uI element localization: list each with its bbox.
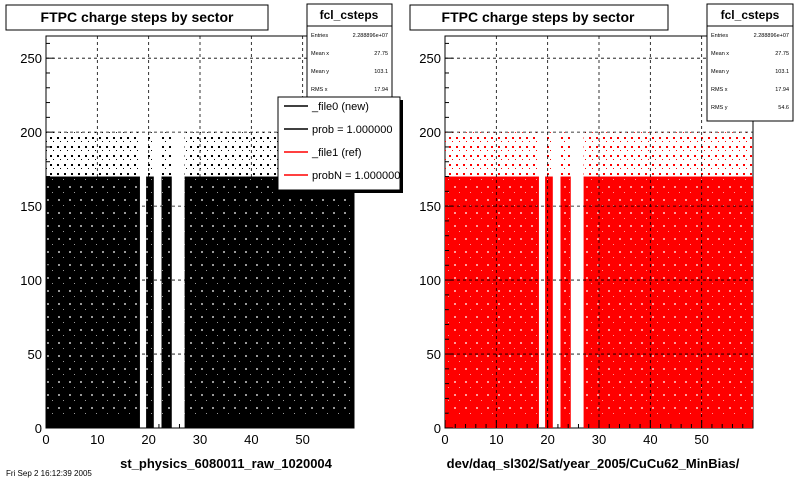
y-tick-label: 200 bbox=[20, 125, 42, 140]
stats-label: Mean y bbox=[711, 69, 729, 75]
left-histogram-panel: FTPC charge steps by sector 0 10 20 30 40 500… bbox=[5, 3, 403, 478]
axes: 0 10 20 30 40 50 0 50 100 150 200 250 bbox=[419, 42, 754, 447]
sparse-band-1 bbox=[545, 132, 553, 177]
stats-label: Mean x bbox=[711, 51, 729, 57]
data-points bbox=[445, 132, 753, 428]
histogram-title: FTPC charge steps by sector bbox=[41, 9, 235, 25]
legend-label: _file0 (new) bbox=[311, 101, 369, 113]
x-tick-label: 10 bbox=[90, 432, 104, 447]
dense-band-texture-1 bbox=[146, 176, 154, 420]
x-tick-label: 0 bbox=[42, 432, 49, 447]
x-tick-label: 10 bbox=[489, 432, 503, 447]
stats-value: 103.1 bbox=[374, 69, 388, 75]
data-points bbox=[46, 132, 354, 428]
stats-value: 17.94 bbox=[775, 87, 789, 93]
stats-value: 17.94 bbox=[374, 87, 388, 93]
y-tick-label: 150 bbox=[419, 199, 441, 214]
dense-band-texture-3 bbox=[184, 176, 354, 420]
right-histogram-panel: FTPC charge steps by sector 0 10 20 30 40 500… bbox=[409, 3, 794, 471]
x-tick-label: 20 bbox=[141, 432, 155, 447]
dense-band-texture-2 bbox=[560, 176, 571, 420]
dense-band-texture-0 bbox=[445, 176, 539, 420]
sparse-band-3 bbox=[583, 132, 753, 177]
stats-value: 27.75 bbox=[374, 51, 388, 57]
x-tick-label: 40 bbox=[244, 432, 258, 447]
stats-box: fcl_csteps Entries 2.288896e+07 Mean x 27.7… bbox=[706, 3, 794, 122]
stats-label: RMS x bbox=[711, 87, 728, 93]
stats-value: 27.75 bbox=[775, 51, 789, 57]
histogram-title: FTPC charge steps by sector bbox=[442, 9, 636, 25]
stats-label: Entries bbox=[711, 33, 728, 39]
legend: _file0 (new) prob = 1.000000 _file1 (ref) p… bbox=[277, 96, 403, 193]
stats-value: 103.1 bbox=[775, 69, 789, 75]
legend-label: probN = 1.000000 bbox=[312, 170, 400, 182]
y-tick-label: 200 bbox=[419, 125, 441, 140]
y-tick-label: 50 bbox=[427, 347, 441, 362]
x-tick-label: 20 bbox=[540, 432, 554, 447]
stats-label: RMS y bbox=[711, 105, 728, 111]
stats-label: Entries bbox=[311, 33, 328, 39]
sparse-band-2 bbox=[560, 132, 571, 177]
stats-label: Mean y bbox=[311, 69, 329, 75]
axes: 0 10 20 30 40 50 0 50 100 150 200 250 bbox=[20, 42, 355, 447]
file-label: dev/daq_sl302/Sat/year_2005/CuCu62_MinBi… bbox=[447, 456, 740, 471]
sparse-band-1 bbox=[146, 132, 154, 177]
stats-value: 54.6 bbox=[778, 105, 789, 111]
y-tick-label: 0 bbox=[434, 421, 441, 436]
y-tick-label: 250 bbox=[20, 51, 42, 66]
stats-name: fcl_csteps bbox=[721, 8, 780, 22]
legend-label: prob = 1.000000 bbox=[312, 124, 392, 136]
y-tick-label: 0 bbox=[35, 421, 42, 436]
title-box bbox=[5, 4, 269, 31]
grid-lines bbox=[46, 36, 354, 428]
x-tick-label: 40 bbox=[643, 432, 657, 447]
x-tick-label: 50 bbox=[694, 432, 708, 447]
x-tick-label: 30 bbox=[193, 432, 207, 447]
dense-band-texture-2 bbox=[161, 176, 172, 420]
timestamp: Fri Sep 2 16:12:39 2005 bbox=[6, 469, 92, 478]
dense-band-texture-0 bbox=[46, 176, 140, 420]
title-box bbox=[409, 4, 669, 31]
y-tick-label: 50 bbox=[28, 347, 42, 362]
x-tick-label: 30 bbox=[592, 432, 606, 447]
sparse-band-0 bbox=[46, 132, 140, 177]
stats-name: fcl_csteps bbox=[320, 8, 379, 22]
y-tick-label: 100 bbox=[20, 273, 42, 288]
dense-band-texture-3 bbox=[583, 176, 753, 420]
y-tick-label: 100 bbox=[419, 273, 441, 288]
sparse-band-2 bbox=[161, 132, 172, 177]
y-tick-label: 150 bbox=[20, 199, 42, 214]
stats-label: Mean x bbox=[311, 51, 329, 57]
legend-label: _file1 (ref) bbox=[311, 147, 362, 159]
dense-band-texture-1 bbox=[545, 176, 553, 420]
stats-value: 2.288896e+07 bbox=[353, 33, 388, 39]
file-label: st_physics_6080011_raw_1020004 bbox=[120, 456, 333, 471]
x-tick-label: 50 bbox=[295, 432, 309, 447]
x-tick-label: 0 bbox=[441, 432, 448, 447]
grid-lines bbox=[445, 36, 753, 428]
stats-value: 2.288896e+07 bbox=[754, 33, 789, 39]
y-tick-label: 250 bbox=[419, 51, 441, 66]
stats-label: RMS x bbox=[311, 87, 328, 93]
sparse-band-0 bbox=[445, 132, 539, 177]
